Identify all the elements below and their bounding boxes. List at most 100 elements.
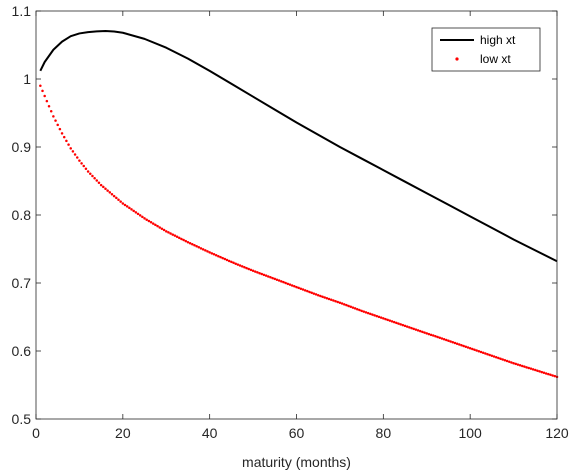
point-low-xt [538, 370, 541, 373]
point-low-xt [436, 335, 439, 339]
point-low-xt [488, 353, 491, 357]
point-low-xt [225, 258, 229, 262]
point-low-xt [536, 369, 539, 372]
point-low-xt [516, 363, 520, 366]
point-low-xt [534, 368, 537, 372]
plot-background [36, 11, 557, 419]
point-low-xt [251, 269, 255, 273]
point-low-xt [332, 299, 335, 302]
legend-label-high-xt: high xt [480, 33, 516, 47]
point-low-xt [412, 327, 415, 331]
point-low-xt [97, 181, 101, 185]
point-low-xt [43, 94, 46, 98]
point-low-xt [125, 205, 129, 208]
point-low-xt [486, 353, 489, 356]
point-low-xt [95, 179, 99, 182]
point-low-xt [175, 235, 179, 239]
point-low-xt [295, 285, 298, 289]
point-low-xt [379, 316, 383, 319]
point-low-xt [121, 202, 125, 205]
point-low-xt [507, 360, 511, 363]
point-low-xt [553, 374, 557, 378]
point-low-xt [151, 222, 155, 225]
point-low-xt [106, 189, 109, 192]
point-low-xt [529, 367, 533, 370]
point-low-xt [464, 345, 468, 349]
point-low-xt [445, 338, 448, 342]
legend-box [431, 27, 541, 72]
point-low-xt [212, 253, 216, 256]
point-low-xt [275, 278, 279, 281]
point-low-xt [319, 294, 322, 298]
point-low-xt [453, 341, 457, 345]
point-low-xt [119, 200, 122, 203]
point-low-xt [353, 307, 357, 310]
point-low-xt [191, 242, 194, 246]
point-low-xt [451, 341, 455, 344]
point-low-xt [518, 364, 522, 367]
point-low-xt [58, 127, 62, 131]
point-low-xt [80, 162, 83, 165]
point-low-xt [512, 361, 515, 365]
point-low-xt [334, 299, 337, 303]
point-low-xt [147, 219, 151, 223]
point-low-xt [67, 143, 70, 146]
point-low-xt [375, 314, 379, 318]
point-low-xt [360, 309, 363, 313]
point-low-xt [438, 336, 442, 340]
point-low-xt [501, 358, 504, 361]
point-low-xt [258, 271, 261, 275]
point-low-xt [484, 352, 487, 355]
point-low-xt [366, 311, 370, 315]
point-low-xt [206, 250, 209, 253]
point-low-xt [343, 303, 346, 306]
point-low-xt [392, 320, 396, 324]
point-low-xt [141, 215, 144, 219]
point-low-xt [510, 361, 513, 364]
point-low-xt [429, 333, 433, 337]
y-tick-label: 0.7 [12, 275, 32, 291]
point-low-xt [89, 172, 92, 175]
point-low-xt [473, 348, 476, 352]
point-low-xt [492, 355, 496, 358]
point-low-xt [455, 342, 459, 346]
point-low-xt [128, 206, 131, 210]
y-tick-label: 0.5 [12, 411, 32, 427]
point-low-xt [54, 119, 57, 122]
point-low-xt [184, 239, 188, 243]
point-low-xt [397, 322, 400, 325]
point-low-xt [408, 326, 411, 329]
point-low-xt [549, 373, 552, 377]
point-low-xt [156, 224, 159, 228]
point-low-xt [466, 346, 470, 349]
point-low-xt [60, 132, 64, 135]
point-low-xt [78, 159, 81, 162]
point-low-xt [423, 331, 426, 334]
point-low-xt [162, 228, 166, 232]
point-low-xt [234, 262, 237, 265]
x-tick-label: 40 [202, 425, 218, 441]
series-layer [39, 30, 559, 379]
point-low-xt [186, 240, 190, 244]
y-tick-label: 0.6 [12, 343, 32, 359]
point-low-xt [471, 347, 474, 351]
point-low-xt [273, 277, 277, 281]
point-low-xt [521, 364, 524, 368]
point-low-xt [403, 324, 407, 328]
point-low-xt [542, 371, 546, 375]
point-low-xt [277, 279, 281, 282]
point-low-xt [523, 365, 526, 368]
point-low-xt [540, 370, 544, 374]
x-tick-label: 100 [458, 425, 482, 441]
point-low-xt [271, 276, 274, 280]
point-low-xt [132, 209, 135, 213]
point-low-xt [62, 135, 66, 139]
point-low-xt [327, 297, 331, 301]
x-axis-title: maturity (months) [242, 454, 351, 470]
point-low-xt [56, 123, 59, 127]
point-low-xt [490, 354, 494, 358]
point-low-xt [145, 218, 148, 221]
point-low-xt [475, 349, 478, 352]
point-low-xt [351, 306, 355, 309]
point-low-xt [447, 339, 450, 343]
